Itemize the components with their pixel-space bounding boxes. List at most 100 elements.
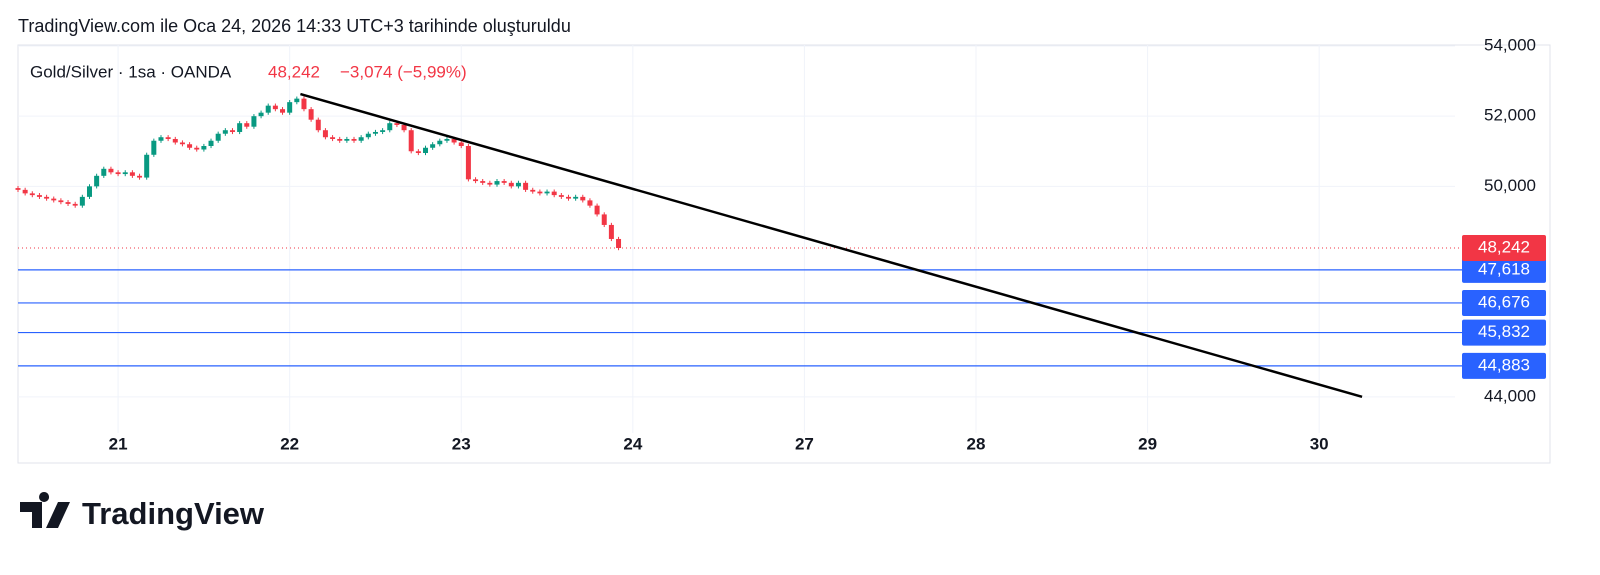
candle-body xyxy=(187,144,193,148)
y-tick-label: 50,000 xyxy=(1484,176,1536,195)
candle-body xyxy=(537,191,543,194)
x-tick-label: 22 xyxy=(280,434,299,453)
candle-body xyxy=(415,151,421,154)
candle-body xyxy=(165,137,171,139)
candle-body xyxy=(530,189,536,192)
candle-body xyxy=(451,138,457,143)
candle-body xyxy=(565,196,571,199)
candle-body xyxy=(365,133,371,138)
plot: 21 22 23 24 27 28 29 30 xyxy=(15,45,1462,453)
level-tag xyxy=(1462,319,1546,346)
candle-body xyxy=(608,224,614,239)
level-label: 44,883 xyxy=(1478,355,1530,374)
candle-body xyxy=(272,105,278,110)
candle-body xyxy=(437,140,443,145)
candle-body xyxy=(372,131,378,134)
last-price-label: 48,242 xyxy=(1478,238,1530,257)
level-tag xyxy=(1462,256,1546,283)
level-tag xyxy=(1462,289,1546,316)
trend-line xyxy=(300,92,1363,399)
candle-body xyxy=(515,182,521,187)
candle-body xyxy=(36,195,42,197)
candle-body xyxy=(337,138,343,141)
candle-body xyxy=(401,124,407,131)
candle-body xyxy=(394,123,400,125)
candle-body xyxy=(523,182,529,190)
candle-body xyxy=(544,191,550,194)
brand: TradingView xyxy=(82,496,265,531)
price-change: −3,074 (−5,99%) xyxy=(340,62,467,81)
candle-body xyxy=(573,196,579,199)
candle-body xyxy=(280,109,286,113)
candle-body xyxy=(201,146,207,150)
candle-body xyxy=(487,182,493,185)
candle-body xyxy=(94,175,100,187)
candle-body xyxy=(22,189,28,194)
x-tick-label: 30 xyxy=(1310,434,1329,453)
candle-body xyxy=(51,198,57,201)
candle-body xyxy=(580,196,586,201)
candle-body xyxy=(344,138,350,141)
candle-body xyxy=(601,214,607,225)
candle-body xyxy=(237,123,243,132)
candle-body xyxy=(480,181,486,183)
x-tick-label: 27 xyxy=(795,434,814,453)
candle-body xyxy=(115,172,121,175)
candle-body xyxy=(308,109,314,120)
candle-body xyxy=(222,130,228,134)
candle-body xyxy=(108,168,114,173)
x-tick-label: 21 xyxy=(109,434,128,453)
candle-body xyxy=(423,147,429,154)
y-tick-label: 44,000 xyxy=(1484,386,1536,405)
x-tick-label: 24 xyxy=(623,434,642,453)
candle-body xyxy=(151,140,157,155)
chart-title: Gold/Silver · 1sa · OANDA xyxy=(30,62,232,81)
candle-body xyxy=(65,202,71,204)
level-label: 47,618 xyxy=(1478,259,1530,278)
header: TradingView.com ile Oca 24, 2026 14:33 U… xyxy=(18,16,571,36)
candle-body xyxy=(301,98,307,110)
candle-body xyxy=(79,196,85,206)
candle-body xyxy=(144,154,150,178)
y-tick-label: 52,000 xyxy=(1484,106,1536,125)
candle-body xyxy=(351,138,357,141)
candle-body xyxy=(244,123,250,127)
x-tick-label: 28 xyxy=(967,434,986,453)
candle-body xyxy=(265,105,271,113)
candle-body xyxy=(594,205,600,215)
candle-body xyxy=(465,146,471,180)
candle-body xyxy=(330,137,336,139)
level-label: 46,676 xyxy=(1478,292,1530,311)
candle-body xyxy=(129,172,135,176)
candle-body xyxy=(251,116,257,127)
candle-body xyxy=(322,130,328,138)
candle-body xyxy=(44,196,50,199)
last-price: 48,242 xyxy=(268,62,320,81)
candle-body xyxy=(58,200,64,203)
candle-body xyxy=(194,147,200,150)
candle-body xyxy=(358,137,364,141)
level-tag xyxy=(1462,352,1546,379)
candle-body xyxy=(137,175,143,178)
candle-body xyxy=(458,142,464,147)
candle-body xyxy=(29,193,35,196)
candle-body xyxy=(508,182,514,187)
candle-body xyxy=(444,138,450,141)
candle-body xyxy=(380,130,386,132)
y-tick-label: 54,000 xyxy=(1484,36,1536,55)
candle-body xyxy=(179,142,185,145)
candle-body xyxy=(387,123,393,131)
candle-body xyxy=(287,102,293,113)
candle-body xyxy=(616,238,622,249)
candle-body xyxy=(315,119,321,131)
x-tick-label: 23 xyxy=(452,434,471,453)
chart-frame xyxy=(17,44,1551,464)
logo: TradingView xyxy=(20,492,265,531)
candle-body xyxy=(558,195,564,197)
candle-body xyxy=(430,144,436,148)
candle-body xyxy=(587,200,593,206)
candle-body xyxy=(229,130,235,132)
candle-body xyxy=(408,130,414,152)
candle-body xyxy=(101,168,107,176)
